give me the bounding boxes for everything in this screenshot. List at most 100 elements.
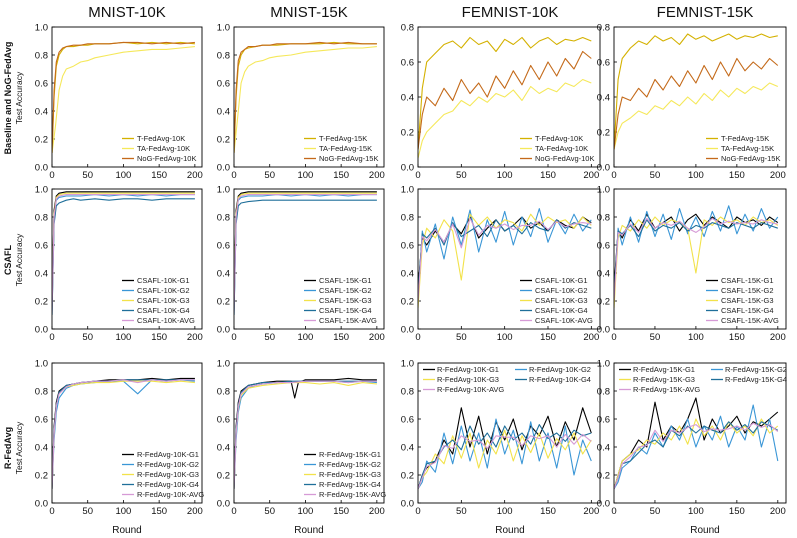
legend-label: R-FedAvg-15K-G4: [725, 375, 787, 384]
legend-label: CSAFL-15K-G2: [319, 286, 372, 295]
series-line-5: [418, 217, 592, 302]
y-tick-label: 0.8: [401, 386, 414, 397]
plot-frame: [613, 188, 787, 330]
y-tick-label: 1.0: [401, 184, 414, 195]
y-tick-label: 0.2: [35, 470, 48, 481]
x-tick-label: 200: [187, 170, 203, 181]
y-tick-label: 0.4: [597, 268, 610, 279]
x-tick-label: 0: [231, 506, 236, 517]
legend-label: T-FedAvg-15K: [721, 134, 769, 143]
series-line-3: [418, 50, 592, 150]
plot-frame: [51, 362, 203, 504]
x-axis-label-4: Round: [690, 525, 719, 536]
chart-panel-r2c3: 0.0 0.2 0.4 0.6 0.8 1.0 0 50 100 150 200 CSAFL-10K-…: [401, 184, 601, 343]
y-tick-label: 0.0: [401, 162, 414, 173]
y-tick-label: 0.4: [597, 92, 610, 103]
chart-panel-r1c4: 0.0 0.2 0.4 0.6 0.8 0 50 100 150 200 T-FedAvg-15KT…: [597, 22, 787, 181]
legend-label: TA-FedAvg-10K: [137, 144, 190, 153]
chart-panel-r3c1: 0.0 0.2 0.4 0.6 0.8 1.0 0 50 100 150 200 R-FedAvg-1…: [35, 358, 205, 517]
legend-label: CSAFL-15K-G4: [721, 306, 774, 315]
series-line-2: [418, 208, 592, 302]
legend-label: R-FedAvg-15K-G2: [725, 365, 787, 374]
series-group: [234, 41, 377, 154]
plot-frame: [613, 26, 787, 168]
y-tick-label: 1.0: [35, 22, 48, 33]
chart-panel-r2c2: 0.0 0.2 0.4 0.6 0.8 1.0 0 50 100 150 200 CSAFL-15K-…: [217, 184, 385, 343]
series-line-1: [234, 191, 377, 302]
y-tick-label: 1.0: [35, 358, 48, 369]
x-tick-label: 100: [297, 506, 313, 517]
x-tick-label: 0: [611, 170, 616, 181]
x-tick-label: 200: [770, 332, 786, 343]
x-tick-label: 100: [688, 506, 704, 517]
x-tick-label: 200: [770, 170, 786, 181]
x-tick-label: 0: [49, 170, 54, 181]
series-line-2: [418, 418, 592, 490]
x-tick-label: 200: [187, 506, 203, 517]
y-tick-label: 1.0: [597, 184, 610, 195]
x-tick-label: 100: [497, 332, 513, 343]
x-tick-label: 100: [688, 170, 704, 181]
y-tick-label: 0.8: [217, 386, 230, 397]
row-ylabel-2: Test Accuracy: [14, 233, 24, 286]
legend-label: R-FedAvg-10K-G3: [437, 375, 499, 384]
y-tick-label: 0.8: [597, 212, 610, 223]
y-tick-label: 0.0: [597, 324, 610, 335]
plot-frame: [613, 362, 787, 504]
legend-label: CSAFL-10K-G3: [535, 296, 588, 305]
x-tick-label: 50: [456, 170, 467, 181]
plot-frame: [233, 362, 385, 504]
x-tick-label: 0: [415, 170, 420, 181]
y-tick-label: 0.8: [217, 212, 230, 223]
x-tick-label: 50: [264, 170, 275, 181]
series-line-5: [52, 194, 195, 313]
plot-frame: [417, 188, 601, 330]
chart-panel-r3c4: 0.0 0.2 0.4 0.6 0.8 1.0 0 50 100 150 200 R-FedAvg-1…: [597, 358, 787, 517]
y-tick-label: 0.0: [35, 162, 48, 173]
x-tick-label: 50: [456, 332, 467, 343]
series-line-2: [614, 205, 779, 302]
x-tick-label: 0: [231, 332, 236, 343]
x-tick-label: 50: [650, 170, 661, 181]
plot-frame: [51, 26, 203, 168]
series-line-5: [234, 194, 377, 313]
x-tick-label: 0: [611, 332, 616, 343]
x-tick-label: 150: [151, 506, 167, 517]
plot-frame: [233, 26, 385, 168]
x-tick-label: 50: [82, 332, 93, 343]
x-tick-label: 150: [151, 170, 167, 181]
x-tick-label: 150: [540, 506, 556, 517]
legend-label: TA-FedAvg-15K: [319, 144, 372, 153]
legend-label: CSAFL-10K-G4: [535, 306, 588, 315]
x-tick-label: 50: [264, 332, 275, 343]
y-tick-label: 0.8: [35, 50, 48, 61]
legend-label: CSAFL-15K-G4: [319, 306, 372, 315]
series-line-3: [614, 57, 779, 150]
x-tick-label: 200: [770, 506, 786, 517]
series-group: [52, 41, 195, 154]
series-line-3: [234, 41, 377, 154]
y-tick-label: 0.2: [401, 127, 414, 138]
legend-label: R-FedAvg-10K-G3: [137, 470, 199, 479]
y-tick-label: 0.4: [35, 442, 48, 453]
x-tick-label: 0: [415, 506, 420, 517]
chart-panel-r2c4: 0.0 0.2 0.4 0.6 0.8 1.0 0 50 100 150 200 CSAFL-15K-…: [597, 184, 787, 343]
x-tick-label: 150: [729, 170, 745, 181]
y-tick-label: 0.4: [401, 92, 414, 103]
series-line-3: [418, 429, 592, 490]
x-tick-label: 50: [456, 506, 467, 517]
legend-label: R-FedAvg-10K-AVG: [437, 385, 504, 394]
y-tick-label: 0.0: [597, 498, 610, 509]
y-tick-label: 0.6: [35, 240, 48, 251]
legend-label: R-FedAvg-10K-G1: [137, 450, 199, 459]
x-tick-label: 150: [151, 332, 167, 343]
legend-label: R-FedAvg-15K-G2: [319, 460, 381, 469]
column-titles: MNIST-10K MNIST-15K FEMNIST-10K FEMNIST-…: [88, 4, 753, 21]
series-line-2: [52, 46, 195, 154]
series-group: [614, 397, 779, 490]
y-tick-label: 0.6: [401, 57, 414, 68]
legend-label: R-FedAvg-15K-G3: [633, 375, 695, 384]
row-title-3: R-FedAvg: [3, 427, 13, 469]
series-line-3: [614, 418, 779, 490]
x-tick-label: 150: [333, 506, 349, 517]
